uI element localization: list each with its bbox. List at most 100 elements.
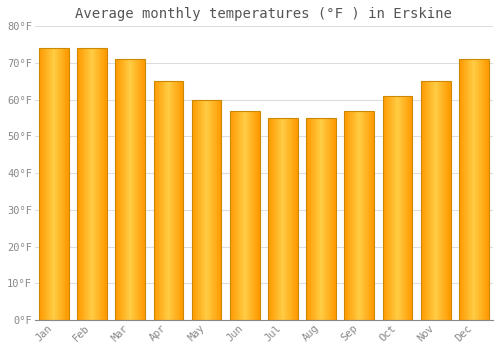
Bar [373,111,374,320]
Bar [54,48,56,320]
Bar [351,111,352,320]
Bar [387,96,388,320]
Title: Average monthly temperatures (°F ) in Erskine: Average monthly temperatures (°F ) in Er… [76,7,452,21]
Bar [403,96,404,320]
Bar [168,81,169,320]
Bar [250,111,251,320]
Bar [268,118,269,320]
Bar [39,48,68,320]
Bar [468,59,469,320]
Bar [164,81,166,320]
Bar [334,118,336,320]
Bar [423,81,424,320]
Bar [200,100,202,320]
Bar [316,118,318,320]
Bar [158,81,160,320]
Bar [270,118,271,320]
Bar [44,48,45,320]
Bar [245,111,246,320]
Bar [259,111,260,320]
Bar [78,48,80,320]
Bar [244,111,245,320]
Bar [366,111,367,320]
Bar [346,111,347,320]
Bar [384,96,385,320]
Bar [138,59,139,320]
Bar [139,59,140,320]
Bar [324,118,325,320]
Bar [167,81,168,320]
Bar [106,48,107,320]
Bar [132,59,134,320]
Bar [212,100,214,320]
Bar [280,118,281,320]
Bar [438,81,439,320]
Bar [210,100,211,320]
Bar [236,111,238,320]
Bar [170,81,172,320]
Bar [248,111,250,320]
Bar [205,100,206,320]
Bar [253,111,254,320]
Bar [199,100,200,320]
Bar [429,81,430,320]
Bar [404,96,405,320]
Bar [64,48,65,320]
Bar [254,111,256,320]
Bar [233,111,234,320]
Bar [52,48,53,320]
Bar [472,59,474,320]
Bar [128,59,129,320]
Bar [48,48,50,320]
Bar [363,111,364,320]
Bar [136,59,137,320]
Bar [394,96,396,320]
Bar [252,111,253,320]
Bar [397,96,398,320]
Bar [313,118,314,320]
Bar [382,96,384,320]
Bar [169,81,170,320]
Bar [362,111,363,320]
Bar [58,48,59,320]
Bar [122,59,123,320]
Bar [65,48,66,320]
Bar [62,48,63,320]
Bar [241,111,242,320]
Bar [239,111,240,320]
Bar [294,118,295,320]
Bar [160,81,161,320]
Bar [102,48,104,320]
Bar [98,48,100,320]
Bar [269,118,270,320]
Bar [140,59,141,320]
Bar [361,111,362,320]
Bar [391,96,392,320]
Bar [83,48,84,320]
Bar [411,96,412,320]
Bar [60,48,62,320]
Bar [68,48,69,320]
Bar [427,81,428,320]
Bar [285,118,286,320]
Bar [202,100,203,320]
Bar [81,48,82,320]
Bar [459,59,460,320]
Bar [103,48,104,320]
Bar [116,59,145,320]
Bar [235,111,236,320]
Bar [311,118,312,320]
Bar [172,81,173,320]
Bar [282,118,283,320]
Bar [133,59,134,320]
Bar [369,111,370,320]
Bar [251,111,252,320]
Bar [217,100,218,320]
Bar [398,96,399,320]
Bar [289,118,290,320]
Bar [230,111,260,320]
Bar [220,100,221,320]
Bar [410,96,411,320]
Bar [173,81,174,320]
Bar [332,118,333,320]
